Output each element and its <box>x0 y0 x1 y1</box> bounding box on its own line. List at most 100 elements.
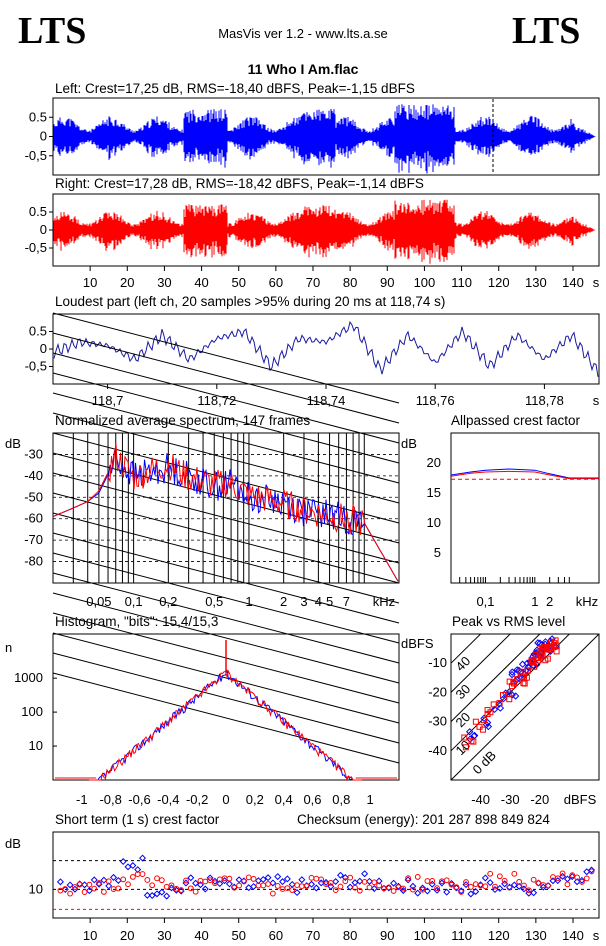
spectrum-right-line <box>52 443 399 582</box>
crest-right-point <box>120 876 127 883</box>
spectrum-diagonal <box>52 472 400 564</box>
crest-y-tick-label: 10 <box>29 881 43 896</box>
spectrum-frame <box>52 432 400 584</box>
peak-rms-left-point <box>484 722 493 731</box>
time-axis-tick-label: 40 <box>194 275 208 290</box>
crest-right-point <box>376 882 383 889</box>
allpass-label: Allpassed crest factor <box>451 413 581 428</box>
crest-left-point <box>250 882 258 891</box>
allpass-left-line <box>450 468 599 479</box>
crest-right-point <box>569 872 576 879</box>
histogram-x-tick-label: -0,4 <box>157 792 179 807</box>
spectrum-diagonal <box>52 652 400 744</box>
loudest-x-unit: s <box>593 393 600 408</box>
time-axis-unit: s <box>593 275 600 290</box>
crest-left-point <box>134 866 142 874</box>
crest-x-tick-label: 50 <box>231 928 245 943</box>
spectrum-diagonal <box>52 572 400 664</box>
crest-left-point <box>312 884 320 892</box>
peak-rms-left-point <box>490 705 499 714</box>
crest-y-axis-label: dB <box>5 836 21 851</box>
crest-right-point <box>62 886 69 892</box>
crest-left-point <box>361 870 369 878</box>
left-wave-y-tick-label: -0,5 <box>25 148 47 163</box>
crest-left-point <box>390 879 398 887</box>
loudest-x-tick-label: 118,74 <box>307 393 346 408</box>
crest-left-point <box>85 887 93 895</box>
histogram-x-tick-label: -0,2 <box>186 792 208 807</box>
crest-right-point <box>96 880 102 886</box>
peak-rms-crest-line <box>450 633 600 781</box>
crest-left-point <box>110 873 118 881</box>
spectrum-diagonal <box>52 332 400 424</box>
crest-left-point <box>211 877 219 885</box>
peak-rms-right-point <box>520 680 527 687</box>
allpass-frame <box>450 432 600 584</box>
crest-right-point <box>511 870 518 877</box>
crest-right-point <box>458 889 465 895</box>
spectrum-x-tick-label: 1 <box>245 594 252 609</box>
crest-left-point <box>143 891 151 899</box>
crest-right-point <box>100 889 107 895</box>
right-wave-y-tick-label: 0 <box>40 222 47 237</box>
crest-x-tick-label: 90 <box>380 928 394 943</box>
peak-rms-right-point <box>506 678 513 685</box>
crest-right-point <box>492 883 498 890</box>
crest-right-point <box>371 879 378 886</box>
time-axis-tick-label: 50 <box>231 275 245 290</box>
peak-rms-right-point <box>547 644 554 651</box>
peak-rms-right-point <box>472 718 479 725</box>
left-wave-label: Left: Crest=17,25 dB, RMS=-18,40 dBFS, P… <box>55 81 415 96</box>
time-axis-tick-label: 130 <box>525 275 547 290</box>
crest-right-point <box>298 883 305 889</box>
time-axis-tick-label: 30 <box>157 275 171 290</box>
crest-left-point <box>370 885 378 893</box>
peak-rms-right-point <box>479 726 486 733</box>
crest-right-point <box>294 882 300 888</box>
crest-right-point <box>482 883 489 890</box>
allpass-y-tick-label: 5 <box>434 545 441 560</box>
crest-right-point <box>337 883 344 890</box>
histogram-x-tick-label: -0,6 <box>128 792 150 807</box>
crest-left-point <box>298 876 306 884</box>
spectrum-x-unit: kHz <box>373 594 395 609</box>
spectrum-y-axis-label: dB <box>5 436 21 451</box>
crest-x-tick-label: 20 <box>120 928 134 943</box>
spectrum-diagonal <box>52 312 400 404</box>
peak-rms-right-point <box>538 653 545 660</box>
crest-right-point <box>149 882 156 889</box>
crest-right-point <box>342 878 349 885</box>
crest-right-point <box>115 885 122 892</box>
crest-left-point <box>124 863 132 871</box>
peak-rms-crest-line <box>450 633 511 693</box>
crest-right-point <box>178 887 185 893</box>
crest-right-point <box>274 883 281 889</box>
spectrum-x-tick-label: 5 <box>326 594 333 609</box>
crest-right-point <box>163 883 170 890</box>
spectrum-x-tick-label: 0,1 <box>125 594 143 609</box>
histogram-y-tick-label: 1000 <box>14 670 43 685</box>
crest-right-point <box>487 870 494 877</box>
spectrum-x-tick-label: 2 <box>280 594 287 609</box>
spectrum-diagonal <box>52 412 400 504</box>
peak-rms-left-point <box>483 718 492 727</box>
left-wave-y-tick-label: 0.5 <box>29 109 47 124</box>
crest-left-point <box>356 877 364 885</box>
app-version: MasVis ver 1.2 - www.lts.a.se <box>218 26 388 41</box>
crest-left-point <box>443 888 451 896</box>
crest-right-point <box>144 877 151 883</box>
crest-left-point <box>201 885 209 893</box>
histogram-y-tick-label: 100 <box>21 704 43 719</box>
crest-right-point <box>385 884 392 891</box>
crest-right-point <box>158 877 165 884</box>
time-axis-tick-label: 100 <box>414 275 436 290</box>
crest-right-point <box>207 877 214 884</box>
spectrum-y-tick-label: -70 <box>24 532 43 547</box>
checksum-label: Checksum (energy): 201 287 898 849 824 <box>297 812 550 827</box>
spectrum-diagonal <box>52 532 400 624</box>
crest-right-point <box>168 882 175 889</box>
crest-right-point <box>535 880 542 886</box>
crest-left-point <box>119 858 127 866</box>
peak-rms-right-point <box>461 734 468 741</box>
crest-left-point <box>481 874 489 882</box>
